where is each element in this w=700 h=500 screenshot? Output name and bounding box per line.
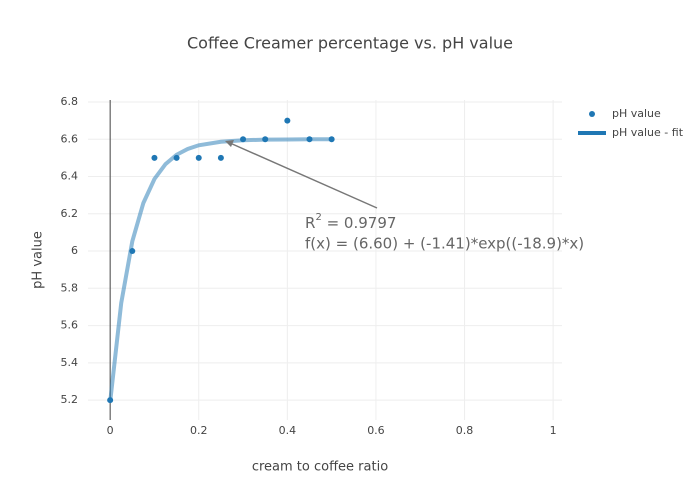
point <box>262 136 269 143</box>
annotation-arrow <box>229 142 378 209</box>
fit-line <box>108 137 332 403</box>
y-tick-label: 6.4 <box>61 170 79 183</box>
y-tick-label: 6.2 <box>61 207 79 220</box>
annotation-part: = 0.9797 <box>322 214 397 232</box>
point <box>107 397 114 404</box>
annotation-part: R <box>305 214 315 232</box>
annotation-r: R2 = 0.9797 <box>305 212 396 232</box>
y-tick-label: 6.6 <box>61 132 79 145</box>
point <box>306 136 313 143</box>
legend-label: pH value - fit <box>612 126 684 139</box>
chart-title: Coffee Creamer percentage vs. pH value <box>187 34 513 53</box>
point <box>195 154 202 161</box>
point <box>151 154 158 161</box>
point <box>240 136 247 143</box>
x-axis-label: cream to coffee ratio <box>252 460 388 475</box>
y-tick-label: 6.8 <box>61 95 79 108</box>
x-tick-label: 0.8 <box>456 424 474 437</box>
x-tick-label: 0 <box>107 424 114 437</box>
arrow-head <box>225 140 234 147</box>
legend-marker <box>589 111 595 117</box>
point <box>173 154 180 161</box>
x-tick-label: 1 <box>550 424 557 437</box>
annotation-part: 2 <box>315 212 321 223</box>
point <box>217 154 224 161</box>
point <box>129 248 136 255</box>
x-tick-label: 0.4 <box>279 424 297 437</box>
annotation-formula: f(x) = (6.60) + (-1.41)*exp((-18.9)*x) <box>305 235 584 253</box>
x-tick-label: 0.6 <box>367 424 385 437</box>
y-tick-label: 6 <box>71 244 78 257</box>
point <box>284 117 291 124</box>
y-tick-label: 5.2 <box>61 393 79 406</box>
x-tick-label: 0.2 <box>190 424 208 437</box>
y-tick-label: 5.6 <box>61 319 79 332</box>
y-tick-label: 5.8 <box>61 281 79 294</box>
legend-label: pH value <box>612 107 661 120</box>
y-tick-label: 5.4 <box>61 356 79 369</box>
point <box>328 136 335 143</box>
y-axis-label: pH value <box>31 231 46 289</box>
